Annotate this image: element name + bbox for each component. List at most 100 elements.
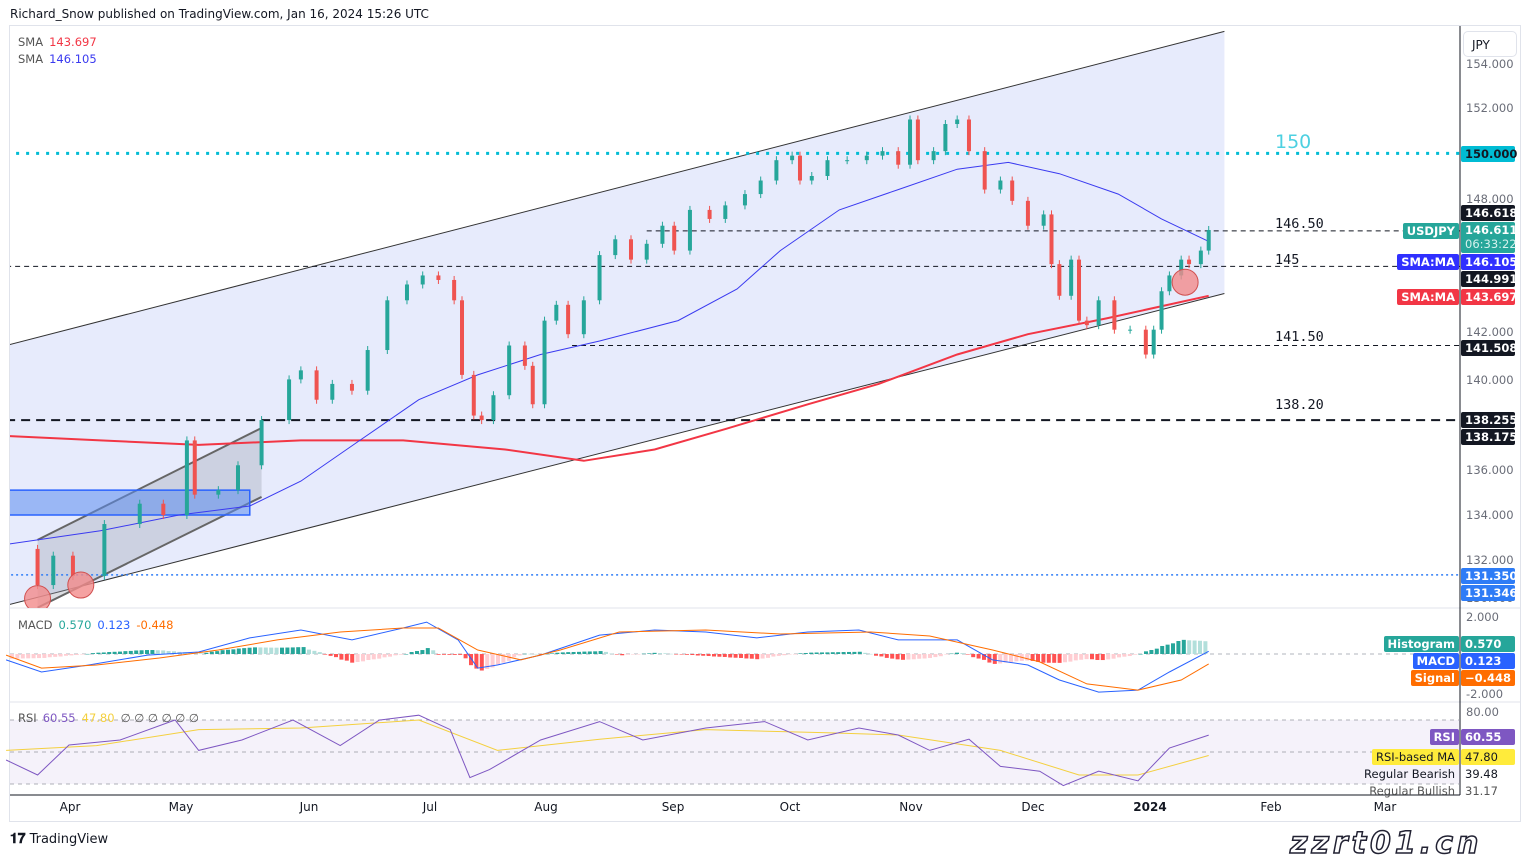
macd-line-value: 0.123 xyxy=(97,618,131,632)
rsi-ma-value: 47.80 xyxy=(81,711,115,725)
candle-body xyxy=(908,119,913,165)
price-tick: 154.000 xyxy=(1466,57,1514,71)
watermark: zzrt01.cn xyxy=(1289,825,1483,861)
candle-body xyxy=(1049,214,1054,265)
macd-histogram-bar xyxy=(1014,654,1019,662)
macd-histogram-bar xyxy=(1122,654,1127,657)
sma50-line xyxy=(10,161,1209,545)
candle-body xyxy=(1084,320,1089,326)
price-tag-138175: 138.175 xyxy=(1461,429,1517,445)
candle-body xyxy=(4,542,8,549)
macd-histogram-bar xyxy=(490,654,495,668)
candle-body xyxy=(1112,300,1117,330)
macd-histogram-bar xyxy=(447,654,452,655)
currency-selector[interactable]: JPY xyxy=(1463,31,1517,57)
macd-histogram-bar xyxy=(1090,654,1094,660)
sma200-legend: SMA 143.697 xyxy=(18,35,103,49)
macd-histogram-bar xyxy=(1003,654,1008,663)
macd-histogram-bar xyxy=(166,651,171,654)
candle-body xyxy=(385,300,390,351)
macd-histogram-bar xyxy=(285,647,290,654)
macd-histogram-bar xyxy=(733,654,738,658)
macd-histogram-bar xyxy=(404,654,409,655)
macd-histogram-bar xyxy=(1057,654,1062,663)
sma200-line xyxy=(10,294,1209,462)
macd-histogram-bar xyxy=(1176,641,1181,654)
macd-histogram-bar xyxy=(1203,641,1208,654)
macd-histogram-bar xyxy=(571,651,576,654)
sma-label: SMA xyxy=(18,35,44,49)
macd-histogram-bar xyxy=(172,651,176,654)
macd-histogram-bar xyxy=(31,654,36,659)
candle-body xyxy=(436,275,441,280)
macd-histogram-bar xyxy=(85,653,90,655)
macd-histogram-bar xyxy=(701,654,706,656)
macd-histogram-bar xyxy=(20,654,25,659)
macd-histogram-bar xyxy=(317,652,322,654)
macd-histogram-bar xyxy=(555,652,560,654)
candle-body xyxy=(70,555,75,577)
time-tick: 2024 xyxy=(1133,800,1167,814)
macd-histogram-bar xyxy=(64,654,68,656)
macd-histogram-bar xyxy=(1144,651,1148,654)
time-tick: Jun xyxy=(299,800,319,814)
macd-histogram-bar xyxy=(253,647,257,654)
candle-body xyxy=(1057,264,1062,296)
macd-histogram-bar xyxy=(1063,654,1067,663)
time-tick: Apr xyxy=(59,800,81,814)
macd-histogram-bar xyxy=(15,654,20,659)
sma200-price-tag: 143.697 xyxy=(1461,289,1517,305)
macd-histogram-bar xyxy=(712,654,716,657)
macd-histogram-bar xyxy=(1138,654,1143,655)
macd-histogram-bar xyxy=(922,654,927,659)
time-tick: Nov xyxy=(899,800,923,814)
macd-histogram-bar xyxy=(199,653,203,654)
macd-histogram-bar xyxy=(107,652,112,654)
macd-histogram-bar xyxy=(517,654,522,656)
price-tag-141508: 141.508 xyxy=(1461,340,1517,356)
macd-histogram-bar xyxy=(452,654,457,655)
candle-body xyxy=(723,205,728,219)
macd-histogram-bar xyxy=(782,654,787,656)
macd-histogram-bar xyxy=(625,654,630,655)
macd-histogram-bar xyxy=(755,654,760,660)
candle-body xyxy=(192,440,197,495)
macd-histogram-bar xyxy=(155,650,160,654)
price-tick: 142.000 xyxy=(1466,325,1514,339)
macd-histogram-bar xyxy=(544,653,549,655)
candle-body xyxy=(943,124,948,152)
candle-body xyxy=(420,275,425,285)
signal-line xyxy=(5,627,1209,691)
macd-histogram-bar xyxy=(128,650,133,654)
price-tick: 148.000 xyxy=(1466,192,1514,206)
macd-histogram-bar xyxy=(1073,654,1078,661)
macd-histogram-bar xyxy=(901,654,905,660)
macd-histogram-bar xyxy=(533,653,538,655)
macd-histogram-bar xyxy=(641,653,646,655)
candle-body xyxy=(530,365,535,405)
level-label-14150: 141.50 xyxy=(1275,329,1324,345)
macd-histogram-bar xyxy=(793,654,797,655)
candle-body xyxy=(998,180,1003,190)
macd-histogram-bar xyxy=(1127,654,1132,657)
macd-histogram-bar xyxy=(960,653,965,654)
macd-histogram-bar xyxy=(1181,639,1186,654)
macd-histogram-bar xyxy=(436,654,441,655)
macd-histogram-bar xyxy=(74,654,79,656)
rsi-value-tag: 60.55 xyxy=(1461,729,1515,745)
macd-histogram-bar xyxy=(928,654,932,658)
time-tick: Dec xyxy=(1021,800,1045,814)
trend-channel-fill xyxy=(10,31,1225,605)
candle-body xyxy=(235,465,240,491)
candle-body xyxy=(491,395,496,421)
macd-label: MACD xyxy=(18,618,53,632)
rsi-value: 60.55 xyxy=(42,711,76,725)
tradingview-logo[interactable]: 𝟏𝟕 TradingView xyxy=(10,831,108,847)
macd-histogram-bar xyxy=(933,654,938,658)
candle-body xyxy=(479,415,484,421)
rsi-ma-line xyxy=(6,719,1209,776)
macd-histogram-bar xyxy=(820,652,824,654)
macd-histogram-bar xyxy=(539,654,544,655)
candle-body xyxy=(330,383,335,400)
